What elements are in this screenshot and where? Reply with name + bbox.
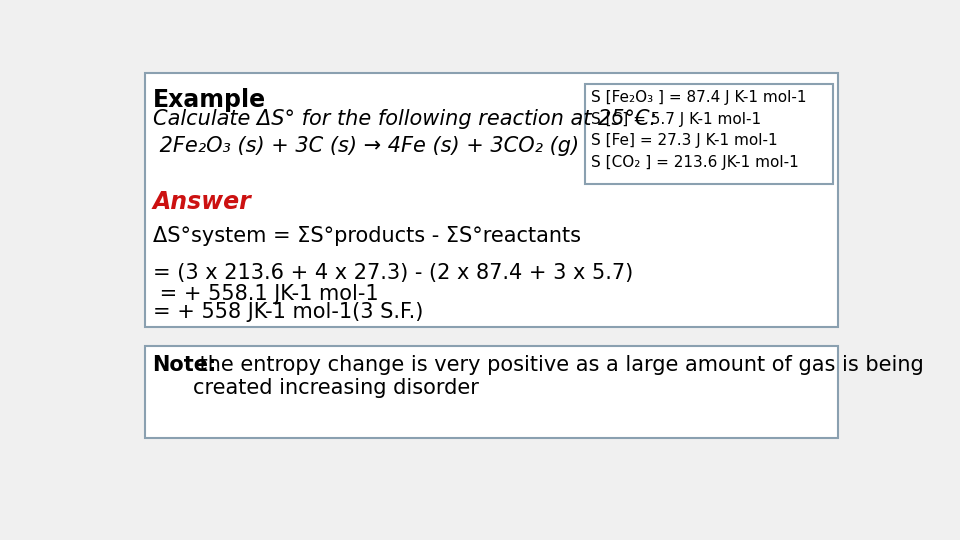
Text: S [CO₂ ] = 213.6 JK-1 mol-1: S [CO₂ ] = 213.6 JK-1 mol-1 (591, 155, 799, 170)
Text: S [Fe₂O₃ ] = 87.4 J K-1 mol-1: S [Fe₂O₃ ] = 87.4 J K-1 mol-1 (591, 90, 806, 105)
Text: S [Fe] = 27.3 J K-1 mol-1: S [Fe] = 27.3 J K-1 mol-1 (591, 133, 778, 148)
Text: 2Fe₂O₃ (s) + 3C (s) → 4Fe (s) + 3CO₂ (g): 2Fe₂O₃ (s) + 3C (s) → 4Fe (s) + 3CO₂ (g) (153, 136, 579, 156)
Text: S [C] = 5.7 J K-1 mol-1: S [C] = 5.7 J K-1 mol-1 (591, 112, 761, 127)
Text: = + 558.1 JK-1 mol-1: = + 558.1 JK-1 mol-1 (153, 284, 378, 304)
Text: the entropy change is very positive as a large amount of gas is being
created in: the entropy change is very positive as a… (193, 355, 924, 399)
Text: Note:: Note: (153, 355, 217, 375)
Text: Example: Example (153, 88, 266, 112)
Bar (145, 346, 838, 438)
Text: Calculate ΔS° for the following reaction at 25°C:: Calculate ΔS° for the following reaction… (153, 110, 657, 130)
Text: = + 558 JK-1 mol-1(3 S.F.): = + 558 JK-1 mol-1(3 S.F.) (153, 302, 423, 322)
Text: = (3 x 213.6 + 4 x 27.3) - (2 x 87.4 + 3 x 5.7): = (3 x 213.6 + 4 x 27.3) - (2 x 87.4 + 3… (153, 264, 633, 284)
Text: Answer: Answer (153, 190, 252, 214)
Bar (145, 72, 838, 327)
Text: ΔS°system = ΣS°products - ΣS°reactants: ΔS°system = ΣS°products - ΣS°reactants (153, 226, 581, 246)
Bar (585, 84, 833, 184)
